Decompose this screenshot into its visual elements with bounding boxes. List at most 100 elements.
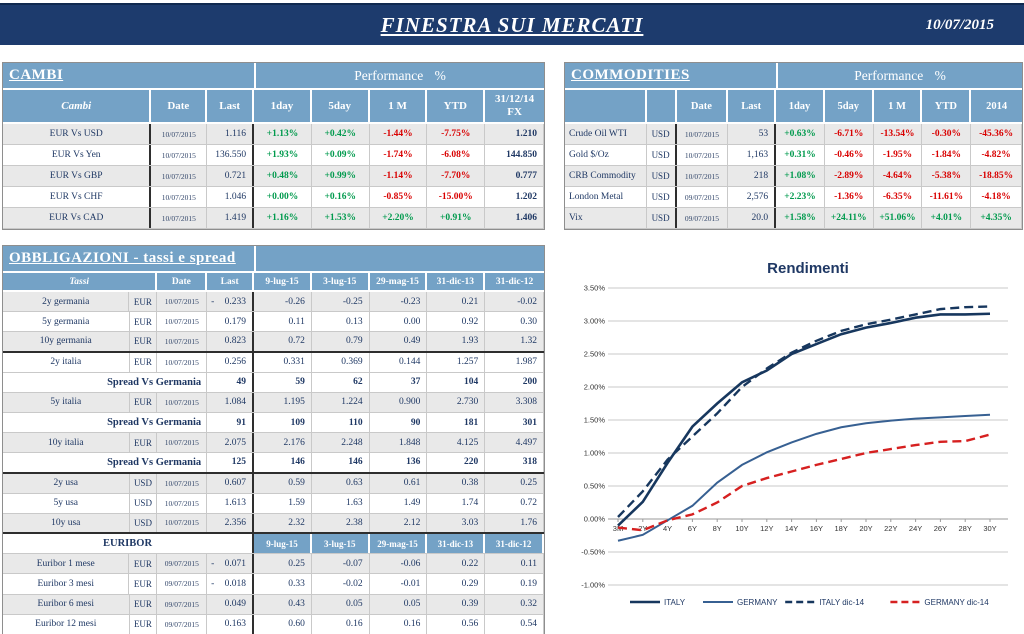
perf-cell: +2.23%	[776, 187, 825, 207]
history-value: -0.23	[370, 292, 428, 312]
history-value: -0.26	[254, 292, 312, 312]
history-value: 1.74	[427, 493, 486, 513]
history-value: -0.06	[370, 554, 428, 574]
perf-cell: -5.38%	[922, 166, 972, 186]
y-axis-tick-label: 3.50%	[584, 284, 606, 293]
column-header-31-dic-13: 31-dic-13	[427, 534, 486, 554]
x-axis-tick-label: 14Y	[785, 524, 798, 533]
history-value: 0.25	[254, 554, 312, 574]
cambi-performance-header: Performance %	[254, 63, 544, 88]
perf-cell: -45.36%	[971, 124, 1022, 144]
x-axis-tick-label: 24Y	[909, 524, 922, 533]
series-line-germany-dic-14	[617, 433, 991, 532]
spread-label: Spread Vs Germania	[3, 453, 208, 472]
last-value: 0.721	[207, 166, 255, 186]
perf-cell: +4.01%	[922, 208, 972, 228]
column-header-blank	[565, 90, 647, 124]
rate-label: Euribor 3 mesi	[3, 574, 130, 594]
cambi-title-row: CAMBI Performance %	[3, 63, 544, 90]
rate-label: Euribor 1 mese	[3, 554, 130, 574]
column-header-5day: 5day	[311, 90, 370, 124]
perf-cell: -4.82%	[971, 145, 1022, 165]
table-row: 2y usa USD 10/07/2015 0.607 0.59 0.63 0.61 0.38…	[3, 473, 545, 494]
series-line-italy-dic-14	[617, 305, 991, 518]
last-value: 0.823	[207, 332, 255, 351]
history-value: 0.39	[427, 594, 486, 614]
history-value: 0.43	[254, 594, 312, 614]
column-header-blank	[646, 90, 677, 124]
history-value: 1.63	[312, 493, 370, 513]
minus-sign: -	[211, 558, 215, 569]
column-header-31-dic-12: 31-dic-12	[485, 534, 545, 554]
table-row: 2y italia EUR 10/07/2015 0.256 0.331 0.369 0.1…	[3, 352, 545, 373]
chart-title: Rendimenti	[767, 260, 849, 277]
fx-value: 1.210	[485, 124, 544, 144]
currency-cell: EUR	[130, 614, 158, 634]
table-row: EUR Vs CAD 10/07/2015 1.419 +1.16% +1.53% +2.…	[3, 208, 544, 229]
y-axis-tick-label: 1.00%	[584, 449, 606, 458]
currency-cell: EUR	[130, 594, 158, 614]
history-value: 1.59	[254, 493, 312, 513]
date-cell: 09/07/2015	[157, 554, 208, 574]
last-value: 136.550	[207, 145, 255, 165]
currency-cell: EUR	[130, 392, 158, 413]
column-header-date: Date	[151, 90, 208, 124]
history-value: 0.61	[370, 473, 428, 493]
fx-value: 144.850	[485, 145, 544, 165]
last-number: 0.233	[224, 296, 247, 307]
series-line-italy	[617, 312, 991, 527]
history-value: 0.05	[370, 594, 428, 614]
history-value: -0.07	[312, 554, 370, 574]
currency-cell: USD	[647, 166, 677, 186]
column-header-1m: 1 M	[369, 90, 428, 124]
perf-cell: -2.89%	[825, 166, 874, 186]
pair-label: EUR Vs GBP	[3, 166, 152, 186]
date-cell: 09/07/2015	[677, 187, 729, 207]
history-value: 4.125	[427, 433, 486, 453]
rate-label: 5y italia	[3, 392, 130, 413]
x-axis-tick-label: 10Y	[735, 524, 748, 533]
perf-cell: +0.91%	[427, 208, 486, 228]
rate-label: 10y usa	[3, 513, 130, 533]
column-header-31dic13: 31-dic-13	[427, 273, 486, 292]
rate-label: 2y italia	[3, 352, 130, 372]
spread-history-value: 110	[312, 413, 370, 433]
currency-cell: USD	[647, 124, 677, 144]
last-value: 53	[728, 124, 777, 144]
rate-label: Euribor 6 mesi	[3, 594, 130, 614]
perf-cell: -11.61%	[922, 187, 972, 207]
date-cell: 10/07/2015	[157, 513, 208, 533]
table-row: London Metal USD 09/07/2015 2,576 +2.23% -1.3…	[565, 187, 1022, 208]
commodity-label: Crude Oil WTI	[565, 124, 647, 144]
history-value: 0.900	[370, 392, 428, 413]
history-value: 0.79	[312, 332, 370, 351]
currency-cell: USD	[130, 473, 158, 493]
x-axis-tick-label: 8Y	[713, 524, 722, 533]
rate-label: 2y usa	[3, 473, 130, 493]
header-bar: FINESTRA SUI MERCATI 10/07/2015	[0, 3, 1024, 45]
perf-cell: -1.84%	[922, 145, 972, 165]
perf-cell: +2.20%	[370, 208, 428, 228]
date-cell: 10/07/2015	[157, 493, 208, 513]
legend-label: GERMANY dic-14	[924, 598, 989, 607]
x-axis-tick-label: 12Y	[760, 524, 773, 533]
last-number: 0.071	[224, 558, 247, 569]
history-value: 3.03	[427, 513, 486, 533]
perf-cell: -6.08%	[427, 145, 486, 165]
history-value: 0.72	[485, 493, 545, 513]
x-axis-tick-label: 2Y	[638, 524, 647, 533]
commodities-title: COMMODITIES	[571, 67, 690, 83]
history-value: 0.54	[485, 614, 545, 634]
x-axis-tick-label: 30Y	[983, 524, 996, 533]
last-value: 0.163	[207, 614, 255, 634]
fx-value: 1.202	[485, 187, 544, 207]
obbligazioni-rows: 2y germania EUR 10/07/2015-0.233 -0.26 -0.25…	[3, 292, 545, 634]
history-value: 0.331	[254, 352, 312, 372]
date-cell: 09/07/2015	[677, 208, 729, 228]
date-cell: 10/07/2015	[157, 473, 208, 493]
spread-last-value: 91	[207, 413, 255, 433]
commodity-label: Gold $/Oz	[565, 145, 647, 165]
series-line-germany	[617, 413, 991, 542]
table-row: EUR Vs CHF 10/07/2015 1.046 +0.00% +0.16% -0.…	[3, 187, 544, 208]
perf-cell: -4.18%	[971, 187, 1022, 207]
